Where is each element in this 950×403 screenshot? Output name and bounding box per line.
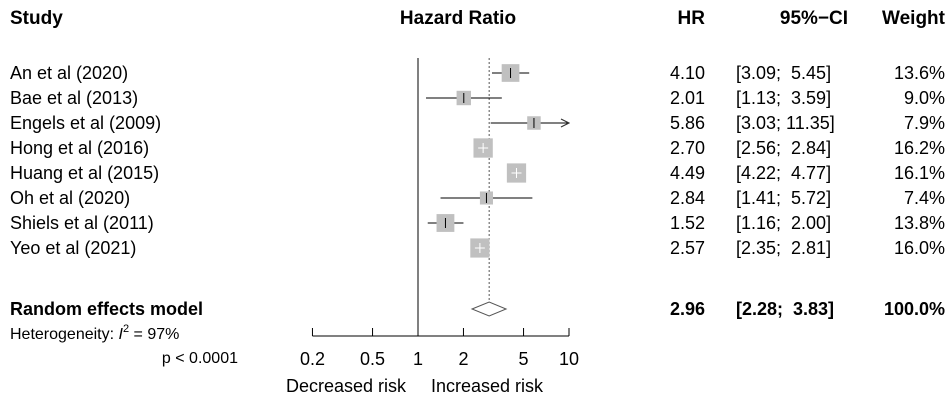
weight-value: 16.2% — [894, 138, 945, 158]
heterogeneity-value: = 97% — [129, 326, 179, 343]
hr-value: 2.84 — [670, 188, 705, 208]
ci-value: [2.35; 2.81] — [736, 238, 831, 258]
weight-value: 7.4% — [904, 188, 945, 208]
x-tick-label: 0.2 — [300, 349, 325, 369]
ci-value: [2.56; 2.84] — [736, 138, 831, 158]
increased-risk-label: Increased risk — [431, 376, 544, 396]
weight-value: 13.8% — [894, 213, 945, 233]
heterogeneity-text: Heterogeneity: I2 = 97% — [10, 323, 179, 343]
weight-value: 16.0% — [894, 238, 945, 258]
ci-value: [1.41; 5.72] — [736, 188, 831, 208]
study-label: Engels et al (2009) — [10, 113, 161, 133]
study-label: Bae et al (2013) — [10, 88, 138, 108]
heterogeneity-symbol: I — [119, 326, 124, 343]
study-row: Yeo et al (2021) 2.57 [2.35; 2.81] 16.0% — [10, 238, 945, 258]
study-label: An et al (2020) — [10, 63, 128, 83]
study-label: Huang et al (2015) — [10, 163, 159, 183]
x-tick-label: 0.5 — [360, 349, 385, 369]
weight-value: 13.6% — [894, 63, 945, 83]
hr-value: 1.52 — [670, 213, 705, 233]
header-hazard-ratio: Hazard Ratio — [400, 8, 516, 29]
hr-value: 2.01 — [670, 88, 705, 108]
ci-value: [3.03; 11.35] — [736, 113, 835, 133]
hr-value: 2.57 — [670, 238, 705, 258]
header-hr: HR — [678, 8, 706, 29]
x-tick-label: 10 — [559, 349, 579, 369]
study-row: Shiels et al (2011) 1.52 [1.16; 2.00] 13.8% — [10, 213, 945, 233]
study-row: An et al (2020) 4.10 [3.09; 5.45] 13.6% — [10, 63, 945, 83]
header-study: Study — [10, 8, 63, 29]
study-label: Hong et al (2016) — [10, 138, 149, 158]
ci-value: [4.22; 4.77] — [736, 163, 831, 183]
study-row: Oh et al (2020) 2.84 [1.41; 5.72] 7.4% — [10, 188, 945, 208]
hr-value: 2.70 — [670, 138, 705, 158]
study-label: Oh et al (2020) — [10, 188, 130, 208]
weight-value: 16.1% — [894, 163, 945, 183]
header-weight: Weight — [882, 8, 946, 29]
study-row: Huang et al (2015) 4.49 [4.22; 4.77] 16.1% — [10, 163, 945, 183]
hr-value: 4.10 — [670, 63, 705, 83]
weight-value: 9.0% — [904, 88, 945, 108]
ci-value: [1.16; 2.00] — [736, 213, 831, 233]
ci-value: [1.13; 3.59] — [736, 88, 831, 108]
x-tick-label: 2 — [458, 349, 468, 369]
study-row: Engels et al (2009) 5.86 [3.03; 11.35] 7.9% — [10, 113, 945, 133]
decreased-risk-label: Decreased risk — [286, 376, 407, 396]
summary-weight: 100.0% — [884, 299, 945, 319]
summary-diamond — [470, 301, 508, 317]
summary-hr: 2.96 — [670, 299, 705, 319]
study-label: Yeo et al (2021) — [10, 238, 136, 258]
summary-ci: [2.28; 3.83] — [736, 299, 834, 319]
hr-value: 5.86 — [670, 113, 705, 133]
x-tick-label: 1 — [413, 349, 423, 369]
study-row: Hong et al (2016) 2.70 [2.56; 2.84] 16.2% — [10, 138, 945, 158]
weight-value: 7.9% — [904, 113, 945, 133]
hr-value: 4.49 — [670, 163, 705, 183]
summary-label: Random effects model — [10, 299, 203, 319]
heterogeneity-exponent: 2 — [123, 323, 129, 335]
study-label: Shiels et al (2011) — [10, 213, 154, 233]
p-value: p < 0.0001 — [162, 350, 238, 367]
ci-value: [3.09; 5.45] — [736, 63, 831, 83]
study-row: Bae et al (2013) 2.01 [1.13; 3.59] 9.0% — [10, 88, 945, 108]
header-ci: 95%−CI — [780, 8, 848, 29]
summary-row: Random effects model 2.96 [2.28; 3.83] 100.… — [10, 299, 945, 319]
heterogeneity-prefix: Heterogeneity: — [10, 326, 119, 343]
x-tick-label: 5 — [519, 349, 529, 369]
